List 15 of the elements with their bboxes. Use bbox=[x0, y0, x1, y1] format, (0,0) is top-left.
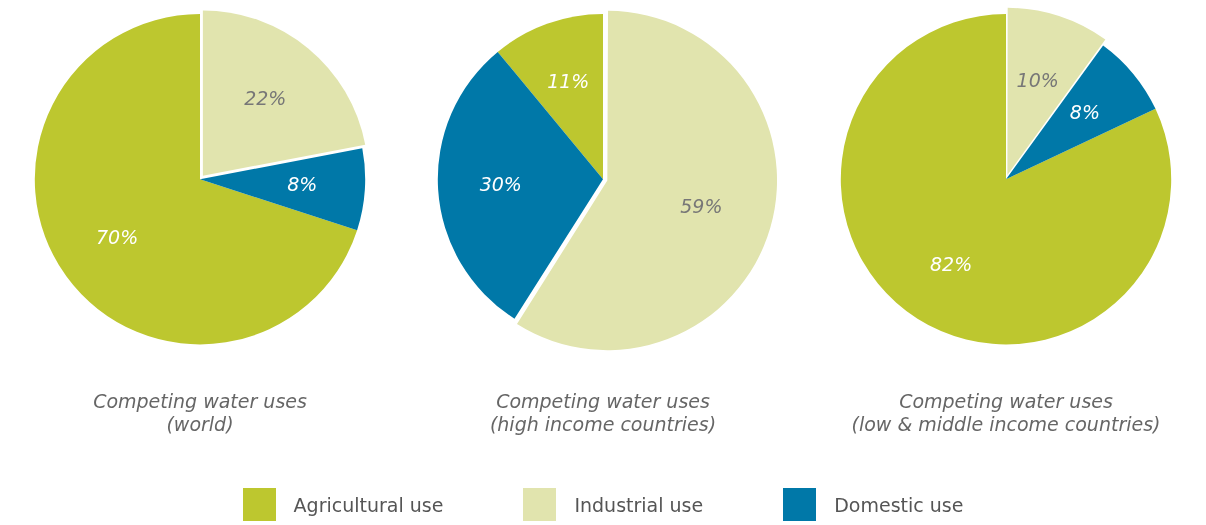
data-label: 11% bbox=[547, 69, 590, 92]
data-label: 59% bbox=[680, 194, 723, 217]
legend-label: Domestic use bbox=[834, 493, 964, 516]
text: Competing water uses (world) bbox=[93, 389, 307, 435]
text: Competing water uses (high income countries) bbox=[489, 389, 717, 435]
legend-label: Agricultural use bbox=[293, 493, 444, 516]
text: Competing water uses (low & middle income countries) bbox=[851, 389, 1161, 435]
data-label: 70% bbox=[96, 226, 139, 249]
data-label: 30% bbox=[479, 172, 522, 195]
data-label: 82% bbox=[930, 252, 973, 275]
data-label: 10% bbox=[1016, 68, 1059, 91]
legend-label: Industrial use bbox=[574, 493, 704, 516]
data-label: 8% bbox=[1069, 100, 1100, 123]
data-label: 22% bbox=[244, 87, 287, 110]
data-label: 8% bbox=[287, 172, 318, 195]
